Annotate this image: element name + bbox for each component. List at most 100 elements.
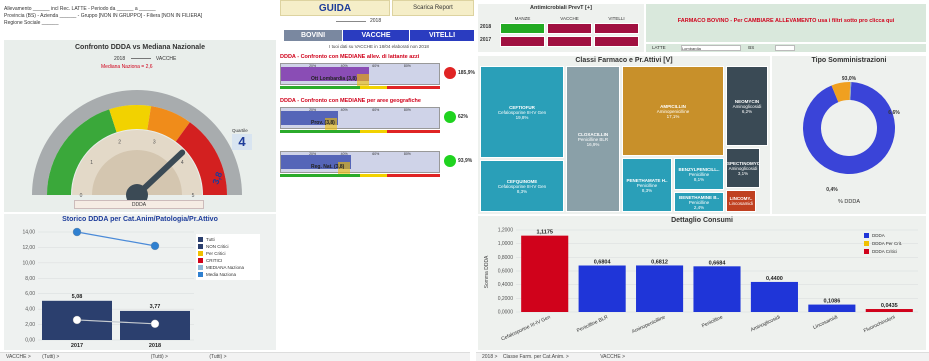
storico-series-line [76,319,156,325]
gauge-filter[interactable]: 2018 VACCHE [114,56,176,62]
treemap-tile-name: CEFTIOFUR [509,104,535,110]
detail-bar[interactable] [636,265,684,312]
donut-slice-label: 0,4% [826,187,838,193]
tab-vitelli[interactable]: VITELLI [410,30,474,41]
filter2-select[interactable] [775,44,796,51]
treemap-tile[interactable]: LINCOMY.. Lincosamidi [726,190,756,212]
guida-slider[interactable] [336,21,366,22]
treemap-tile[interactable]: BENZYLPENICILL.. Penicilline 8,1% [674,158,724,190]
comparison-percent: 62% [458,114,469,120]
slider-track[interactable] [130,58,151,59]
comparison-strip-segment [386,174,440,177]
footer-left-f3[interactable]: (Tutti) [209,354,223,360]
footer-left-f1[interactable]: (Tutti) [42,354,56,360]
storico-legend-label: MEDIANA Naziona [206,265,245,270]
gauge-yellow-zone [109,105,152,133]
detail-bar[interactable] [865,309,913,312]
am-column-header: VITELLI [608,16,625,21]
treemap-tile[interactable]: CLOXACILLIN Penicilline BLR 16,9% [566,66,620,212]
filter1-select[interactable]: Lombardia [680,44,741,51]
comparison-marker [337,162,350,174]
detail-bar[interactable] [693,266,741,312]
detail-xtick: Aminopenicilline [631,314,666,335]
donut-title: Tipo Somministrazioni [811,57,887,64]
farmaco-banner[interactable]: FARMACO BOVINO - Per CAMBIARE ALLEVAMENT… [646,4,926,42]
am-cell[interactable] [547,23,592,34]
am-cell[interactable] [500,23,545,34]
filter-cat[interactable]: VACCHE [155,56,177,62]
tab-vacche[interactable]: VACCHE [343,30,409,41]
detail-value-label: 0,6812 [651,259,668,265]
donut-slice[interactable] [831,82,851,103]
guida-button[interactable]: GUIDA [280,0,390,16]
quartile-label: Quartile [232,128,248,133]
treemap-tile[interactable]: SPECTINOMYC.. Aminoglicosidi 3,1% [726,148,760,188]
comparison-title: DDDA - Confronto con MEDIANE per aree ge… [280,98,421,104]
detail-legend-swatch [864,241,869,246]
storico-point[interactable] [72,315,82,325]
comparison-fill [281,155,351,169]
storico-legend-item: Media Naziona [198,271,258,278]
comparison-tick: 80% [403,152,411,156]
detail-bar[interactable] [750,281,798,312]
filter-year[interactable]: 2018 [114,56,126,62]
treemap-tile-name: BENZYLPENICILL.. [678,166,720,172]
donut-slice[interactable] [803,82,895,174]
storico-series-line [76,231,156,247]
gauge-chart: 0 1 2 3 4 5 3,8 [32,90,242,200]
tab-bovini[interactable]: BOVINI [284,30,342,41]
comparison-title: DDDA - Confronto con MEDIANE allev. di l… [280,54,420,60]
treemap-title[interactable]: Classi Farmaco e Pr.Attivi [V] [575,57,673,64]
storico-legend-item: Tutti [198,236,258,243]
footer-right-cat[interactable]: VACCHE [600,354,621,360]
antimicrobial-title[interactable]: Antimicrobiali PrevT [+] [530,5,592,11]
comparison-strip [280,130,440,133]
treemap-tile-class: Lincosamidi [729,201,753,206]
treemap-tile[interactable]: PENETHAMATE H.. Penicilline 8,3% [622,158,672,212]
comparison-marker [356,74,369,86]
am-cell[interactable] [547,36,592,47]
storico-value-label: 3,77 [150,304,161,310]
detail-bar[interactable] [578,265,626,312]
storico-ytick: 2,00 [25,322,35,328]
guida-year[interactable]: 2018 [370,18,382,24]
treemap-tile-pct: 19,8% [515,114,529,120]
detail-ytick: 0,8000 [498,255,514,261]
donut-slice[interactable] [849,82,852,101]
storico-point[interactable] [150,241,160,251]
detail-bar[interactable] [521,235,569,312]
storico-xtick: 2017 [71,343,83,349]
detail-title: Dettaglio Consumi [671,217,733,224]
farmaco-filters: LATTE Lombardia BS [646,44,926,52]
comparison-tick: 20% [309,108,317,112]
footer-left-cat[interactable]: VACCHE [6,354,27,360]
footer-right-year[interactable]: 2018 [482,354,494,360]
am-cell[interactable] [594,36,639,47]
gauge-scale-label: 2 [118,140,121,146]
storico-legend-label: NON Critici [206,244,229,249]
footer-right-class[interactable]: Classe Farm. per Cat.Anim. [502,354,565,360]
treemap-tile[interactable]: CEFTIOFUR Cefalosporine III-IV Gen 19,8% [480,66,564,158]
donut-chart: 93,0% 6,6% 0,4%% DDDA [803,76,900,205]
footer-left-f2[interactable]: (Tutti) [150,354,164,360]
treemap-tile-pct: 6,2% [741,108,753,114]
treemap-tile[interactable]: AMPICILLIN Aminopenicilline 17,1% [622,66,724,156]
scarica-report-button[interactable]: Scarica Report [392,0,474,16]
am-cell[interactable] [500,36,545,47]
gauge-hub [126,184,148,200]
treemap-tile[interactable]: BENETHAMINE B.. Penicilline 2,4% [674,192,724,212]
gauge-title: Confronto DDDA vs Mediana Nazionale [74,44,206,51]
gauge-value-label: 3,8 [210,171,224,186]
treemap-tile-class: Penicilline [688,171,710,177]
comparison-strip-segment [360,130,387,133]
detail-ytick: 0,0000 [498,310,514,316]
farmaco-text[interactable]: FARMACO BOVINO - Per CAMBIARE ALLEVAMENT… [677,18,895,24]
storico-point[interactable] [150,319,160,328]
detail-bar[interactable] [808,304,856,312]
am-cell[interactable] [594,23,639,34]
storico-point[interactable] [72,227,82,237]
storico-legend: Tutti NON Critici Per Critici CRITICI MEDIAN… [196,234,260,280]
treemap-tile[interactable]: NEOMYCIN Aminoglicosidi 6,2% [726,66,768,146]
gauge-scale-label: 4 [181,160,184,166]
treemap-tile[interactable]: CEFQUINOME Cefalosporine III-IV Gen 8,3% [480,160,564,212]
